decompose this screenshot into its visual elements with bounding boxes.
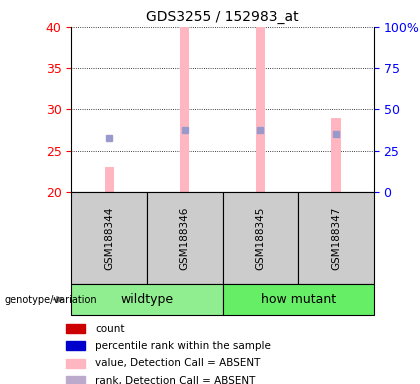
Text: how mutant: how mutant bbox=[261, 293, 336, 306]
Bar bbox=[66, 376, 85, 384]
Bar bbox=[223, 284, 374, 315]
Bar bbox=[180, 27, 189, 192]
Text: GSM188347: GSM188347 bbox=[331, 206, 341, 270]
Bar bbox=[66, 359, 85, 368]
Bar bbox=[147, 192, 223, 284]
Text: GSM188346: GSM188346 bbox=[180, 206, 190, 270]
Text: GSM188344: GSM188344 bbox=[104, 206, 114, 270]
Bar bbox=[66, 324, 85, 333]
Title: GDS3255 / 152983_at: GDS3255 / 152983_at bbox=[146, 10, 299, 25]
Text: wildtype: wildtype bbox=[121, 293, 173, 306]
Text: value, Detection Call = ABSENT: value, Detection Call = ABSENT bbox=[95, 358, 260, 368]
Bar bbox=[256, 27, 265, 192]
Bar bbox=[331, 118, 341, 192]
Text: rank, Detection Call = ABSENT: rank, Detection Call = ABSENT bbox=[95, 376, 255, 384]
Bar bbox=[105, 167, 114, 192]
Bar bbox=[71, 192, 147, 284]
Bar bbox=[298, 192, 374, 284]
Text: percentile rank within the sample: percentile rank within the sample bbox=[95, 341, 271, 351]
Text: count: count bbox=[95, 324, 124, 334]
Bar bbox=[71, 284, 223, 315]
Bar bbox=[66, 341, 85, 351]
Bar bbox=[223, 192, 298, 284]
Text: genotype/variation: genotype/variation bbox=[4, 295, 97, 305]
Text: GSM188345: GSM188345 bbox=[255, 206, 265, 270]
